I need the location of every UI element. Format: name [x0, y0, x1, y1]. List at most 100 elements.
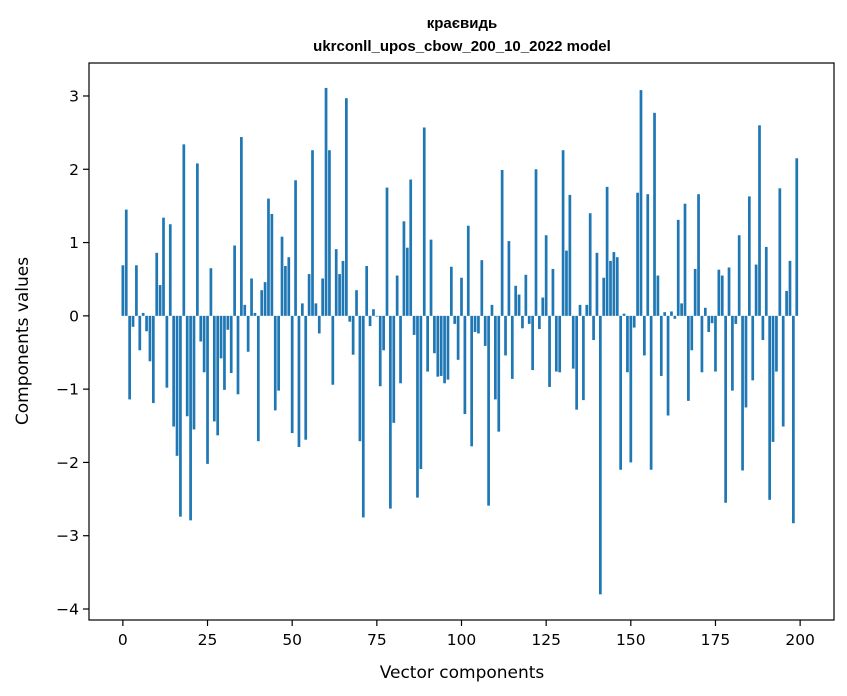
- bar-180: [731, 315, 734, 391]
- bar-146: [615, 257, 619, 316]
- bar-19: [185, 315, 189, 417]
- bar-161: [666, 315, 670, 416]
- bar-77: [382, 315, 385, 351]
- bar-2: [128, 315, 131, 400]
- chart-title: краєвидь: [427, 15, 497, 32]
- bar-4: [135, 265, 138, 316]
- bar-59: [321, 278, 325, 316]
- bar-87: [416, 315, 419, 498]
- bar-106: [480, 260, 484, 316]
- bar-159: [659, 315, 663, 376]
- bar-65: [341, 260, 345, 316]
- bar-70: [358, 315, 362, 442]
- bar-14: [168, 224, 172, 316]
- bar-90: [426, 315, 429, 372]
- bar-132: [568, 194, 572, 316]
- bar-30: [223, 315, 226, 390]
- bar-68: [351, 315, 355, 355]
- bar-3: [131, 315, 135, 327]
- bar-179: [727, 267, 731, 316]
- bar-139: [592, 315, 595, 341]
- bar-187: [754, 264, 758, 316]
- bar-47: [280, 236, 284, 316]
- bar-133: [571, 315, 575, 369]
- bar-45: [273, 315, 277, 411]
- bar-191: [768, 315, 772, 500]
- bar-23: [199, 315, 203, 342]
- bar-127: [551, 268, 555, 316]
- bar-111: [497, 315, 501, 432]
- bar-120: [527, 315, 531, 324]
- bar-160: [663, 312, 667, 316]
- bar-130: [561, 150, 565, 316]
- bar-18: [182, 144, 186, 316]
- bar-199: [795, 158, 799, 316]
- bar-182: [737, 235, 741, 316]
- x-tick-label: 50: [282, 631, 302, 649]
- bar-32: [229, 315, 233, 374]
- bar-124: [541, 297, 545, 316]
- bar-43: [267, 198, 270, 316]
- bar-110: [494, 315, 497, 400]
- bar-76: [378, 315, 382, 387]
- bar-78: [385, 187, 389, 316]
- bar-164: [676, 219, 680, 316]
- bar-196: [785, 290, 788, 316]
- bar-6: [141, 312, 145, 316]
- chart-subtitle: ukrconll_upos_cbow_200_10_2022 model: [313, 38, 611, 55]
- bar-9: [151, 315, 155, 404]
- bar-58: [317, 315, 321, 334]
- x-tick-label: 100: [447, 631, 477, 649]
- bar-40: [256, 315, 260, 442]
- bar-157: [653, 112, 656, 316]
- bar-178: [724, 315, 727, 503]
- bar-91: [429, 239, 433, 316]
- bar-135: [578, 304, 582, 316]
- bar-41: [260, 290, 264, 316]
- bar-195: [781, 315, 785, 427]
- bar-42: [263, 282, 267, 316]
- y-tick-label: −3: [56, 527, 79, 545]
- bar-0: [121, 265, 125, 316]
- bar-60: [324, 87, 328, 316]
- bar-31: [226, 315, 230, 330]
- x-tick-label: 200: [785, 631, 815, 649]
- bar-64: [338, 274, 341, 316]
- y-tick-label: 1: [69, 234, 79, 252]
- bar-37: [246, 315, 250, 352]
- bar-72: [365, 266, 369, 316]
- bar-94: [439, 315, 443, 376]
- bar-119: [524, 274, 528, 316]
- bar-88: [419, 315, 423, 470]
- bar-144: [609, 260, 612, 316]
- bar-51: [294, 180, 297, 316]
- x-tick-label: 75: [367, 631, 387, 649]
- bar-10: [155, 252, 159, 316]
- bar-98: [453, 315, 457, 324]
- bar-134: [575, 315, 578, 410]
- bar-46: [277, 315, 280, 391]
- bar-186: [751, 315, 755, 381]
- bar-175: [714, 315, 717, 372]
- bar-62: [331, 315, 335, 385]
- bar-129: [558, 315, 562, 373]
- bar-61: [328, 150, 331, 316]
- bar-190: [764, 246, 768, 316]
- bar-143: [605, 186, 609, 316]
- y-axis: −4 −3 −2 −1 0 1 2 3: [56, 87, 89, 619]
- bar-15: [172, 315, 176, 427]
- bar-26: [209, 268, 213, 316]
- bar-95: [443, 315, 446, 384]
- bar-101: [463, 315, 467, 415]
- x-tick-label: 25: [198, 631, 218, 649]
- bar-35: [240, 137, 243, 316]
- bar-163: [673, 315, 677, 319]
- bar-148: [622, 313, 626, 316]
- y-tick-label: 0: [69, 307, 79, 325]
- x-tick-label: 175: [701, 631, 731, 649]
- bar-86: [412, 315, 416, 335]
- bar-155: [646, 194, 650, 316]
- bar-38: [250, 278, 253, 316]
- bar-109: [490, 304, 494, 316]
